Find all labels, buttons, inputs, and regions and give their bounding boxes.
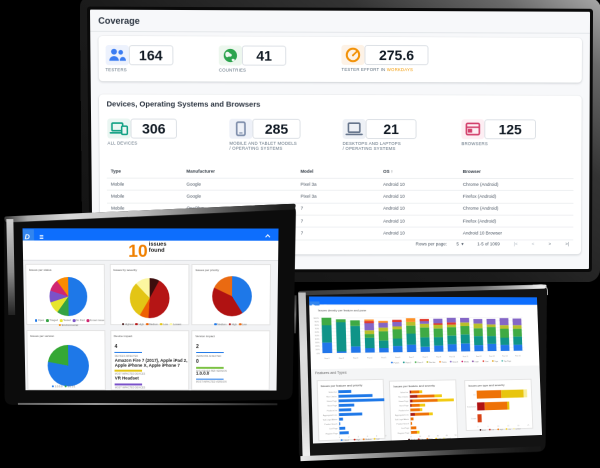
svg-text:50%: 50% bbox=[315, 335, 319, 337]
svg-text:Feat 2: Feat 2 bbox=[339, 357, 344, 360]
svg-text:10: 10 bbox=[497, 426, 499, 428]
svg-text:Login: Login bbox=[475, 361, 479, 363]
svg-text:Media: Media bbox=[464, 361, 470, 363]
svg-text:Product Search: Product Search bbox=[324, 423, 337, 426]
svg-text:15: 15 bbox=[507, 426, 509, 428]
svg-text:30%: 30% bbox=[315, 342, 319, 344]
svg-text:8: 8 bbox=[376, 436, 377, 438]
svg-text:Feat 8: Feat 8 bbox=[423, 356, 428, 359]
svg-text:Home Page: Home Page bbox=[326, 401, 336, 403]
svg-text:10: 10 bbox=[419, 436, 421, 438]
svg-text:70%: 70% bbox=[315, 328, 319, 330]
svg-text:0: 0 bbox=[411, 436, 412, 438]
svg-text:Top Page: Top Page bbox=[504, 361, 511, 363]
svg-text:Cart Page: Cart Page bbox=[329, 428, 338, 431]
svg-text:Tails Legal Admin: Tails Legal Admin bbox=[322, 418, 337, 421]
svg-text:20%: 20% bbox=[315, 346, 319, 348]
svg-text:20: 20 bbox=[428, 435, 430, 437]
svg-text:Feat 11: Feat 11 bbox=[463, 355, 469, 358]
svg-text:Block: Block bbox=[411, 439, 415, 441]
svg-text:Tags: Tags bbox=[494, 361, 498, 363]
svg-text:High: High bbox=[356, 439, 360, 441]
svg-text:Block: Block bbox=[482, 430, 486, 432]
svg-text:Products list: Products list bbox=[326, 409, 337, 412]
svg-text:Cart Page: Cart Page bbox=[401, 427, 409, 430]
svg-text:Aggregated Lists: Aggregated Lists bbox=[323, 414, 337, 417]
svg-text:40: 40 bbox=[446, 435, 448, 437]
svg-text:0%: 0% bbox=[317, 353, 320, 355]
svg-text:Medium: Medium bbox=[365, 439, 372, 441]
svg-text:80%: 80% bbox=[315, 325, 319, 327]
svg-text:Register Page: Register Page bbox=[325, 432, 337, 435]
svg-text:Store Page: Store Page bbox=[400, 404, 409, 407]
svg-text:Crash: Crash bbox=[471, 419, 476, 421]
svg-text:10%: 10% bbox=[315, 349, 319, 351]
svg-text:Feat 13: Feat 13 bbox=[489, 355, 495, 358]
svg-text:Feat 5: Feat 5 bbox=[381, 356, 386, 359]
svg-text:Search: Search bbox=[452, 361, 458, 364]
svg-text:Pane 2: Pane 2 bbox=[406, 362, 412, 364]
svg-text:60%: 60% bbox=[315, 332, 319, 334]
svg-text:Pane 3: Pane 3 bbox=[417, 362, 423, 364]
svg-text:30: 30 bbox=[437, 435, 439, 437]
svg-text:Lowest: Lowest bbox=[516, 428, 522, 431]
svg-text:Store Page: Store Page bbox=[327, 405, 337, 408]
svg-text:20: 20 bbox=[518, 425, 520, 427]
svg-text:Feat 10: Feat 10 bbox=[449, 355, 455, 358]
svg-text:Product Search: Product Search bbox=[397, 422, 410, 425]
svg-text:Home Page: Home Page bbox=[399, 401, 409, 403]
svg-text:Select list: Select list bbox=[328, 391, 337, 394]
svg-text:Aggregated Lists: Aggregated Lists bbox=[395, 413, 409, 416]
svg-text:High: High bbox=[430, 438, 434, 440]
svg-text:Feat 14: Feat 14 bbox=[502, 355, 508, 358]
svg-text:Pane 1: Pane 1 bbox=[394, 362, 400, 364]
svg-text:Feat 6: Feat 6 bbox=[395, 356, 400, 359]
svg-text:Feat 12: Feat 12 bbox=[476, 355, 482, 358]
svg-text:Low: Low bbox=[376, 439, 380, 441]
svg-text:50: 50 bbox=[455, 434, 457, 436]
svg-text:25: 25 bbox=[528, 425, 530, 427]
svg-text:0: 0 bbox=[477, 427, 478, 429]
svg-text:100%: 100% bbox=[313, 318, 319, 320]
svg-text:5: 5 bbox=[488, 426, 489, 428]
svg-text:Cart: Cart bbox=[485, 360, 489, 363]
svg-text:Run Checks: Run Checks bbox=[399, 396, 409, 398]
svg-text:Crit: Crit bbox=[421, 438, 424, 441]
svg-text:0: 0 bbox=[339, 437, 340, 439]
svg-text:Select list: Select list bbox=[401, 391, 409, 394]
svg-text:Forms: Forms bbox=[442, 361, 447, 364]
svg-text:Register Page: Register Page bbox=[398, 431, 410, 434]
svg-text:D: D bbox=[25, 232, 31, 241]
svg-text:Tails Legal Admin: Tails Legal Admin bbox=[395, 418, 409, 421]
svg-text:UI: UI bbox=[474, 395, 476, 397]
svg-text:Crit: Crit bbox=[491, 429, 494, 432]
svg-text:Nav bar: Nav bar bbox=[429, 361, 436, 364]
svg-text:Feat 3: Feat 3 bbox=[353, 357, 358, 360]
svg-text:Critical: Critical bbox=[343, 439, 349, 442]
svg-text:4: 4 bbox=[357, 436, 358, 438]
svg-text:10: 10 bbox=[384, 435, 386, 437]
svg-text:Functional: Functional bbox=[467, 406, 476, 409]
svg-text:40%: 40% bbox=[315, 339, 319, 341]
svg-text:Feat 4: Feat 4 bbox=[367, 356, 372, 359]
svg-text:Products list: Products list bbox=[399, 409, 409, 412]
svg-text:Feat 15: Feat 15 bbox=[515, 354, 521, 357]
svg-text:90%: 90% bbox=[315, 321, 319, 323]
svg-text:Feat 1: Feat 1 bbox=[325, 357, 330, 360]
svg-text:2: 2 bbox=[348, 437, 349, 439]
svg-text:High: High bbox=[500, 429, 503, 431]
svg-text:Feat 9: Feat 9 bbox=[436, 355, 441, 358]
svg-text:Feat 7: Feat 7 bbox=[409, 356, 414, 359]
svg-text:Lowest: Lowest bbox=[446, 437, 452, 440]
svg-text:Low: Low bbox=[438, 438, 442, 440]
svg-text:Low: Low bbox=[508, 429, 512, 431]
svg-text:6: 6 bbox=[367, 436, 368, 438]
svg-text:Run Checks: Run Checks bbox=[326, 396, 336, 398]
